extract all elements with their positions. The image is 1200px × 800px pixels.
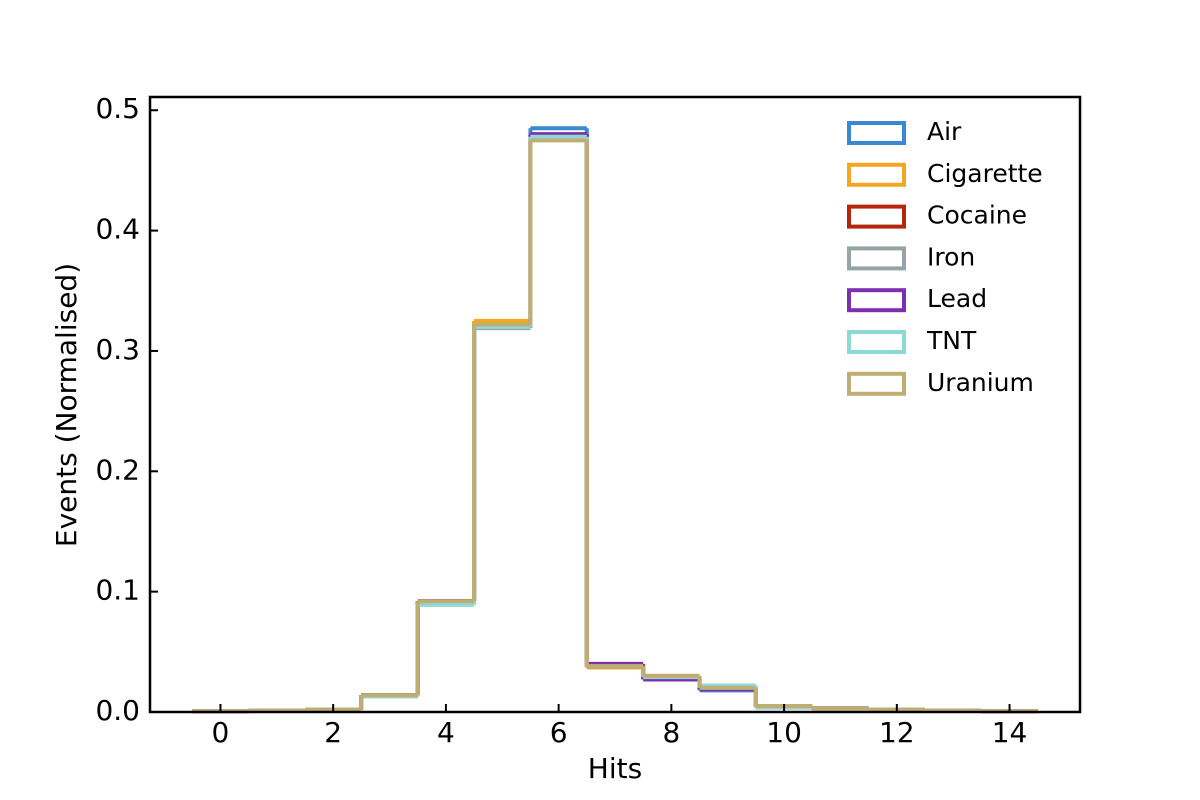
y-tick-label: 0.0 — [95, 694, 140, 727]
legend-label: Lead — [927, 284, 987, 313]
x-tick-label: 8 — [662, 716, 680, 749]
legend-label: Cocaine — [927, 201, 1027, 230]
y-tick-label: 0.2 — [95, 453, 140, 486]
plot-frame — [148, 95, 1082, 714]
x-axis-label: Hits — [588, 752, 642, 785]
legend-label: TNT — [926, 326, 977, 355]
x-tick-label: 2 — [324, 716, 342, 749]
legend-swatch — [847, 204, 906, 229]
legend-label: Iron — [927, 242, 975, 271]
y-tick-label: 0.1 — [95, 574, 140, 607]
legend-label: Air — [927, 117, 962, 146]
x-tick-label: 4 — [437, 716, 455, 749]
y-tick-label: 0.4 — [95, 213, 140, 246]
y-axis-label: Events (Normalised) — [50, 263, 83, 547]
legend-swatch — [847, 330, 906, 354]
legend-swatch — [847, 288, 906, 313]
x-tick-label: 10 — [766, 716, 802, 749]
legend-swatch — [847, 371, 906, 396]
x-tick-label: 12 — [879, 716, 915, 749]
x-tick-label: 14 — [992, 716, 1028, 749]
x-tick-label: 0 — [212, 716, 230, 749]
legend-swatch — [847, 121, 906, 145]
legend-label: Uranium — [927, 368, 1034, 397]
legend-swatch — [847, 162, 906, 187]
y-tick-label: 0.5 — [95, 92, 140, 125]
legend-swatch — [847, 246, 906, 271]
y-tick-label: 0.3 — [95, 333, 140, 366]
x-tick-label: 6 — [550, 716, 568, 749]
legend-label: Cigarette — [927, 159, 1043, 188]
